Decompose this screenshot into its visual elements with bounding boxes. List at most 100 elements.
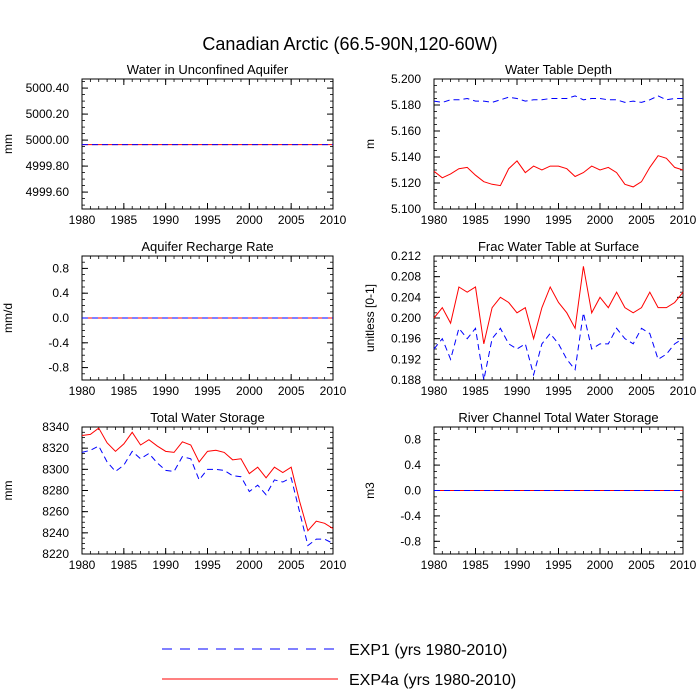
y-tick-label: 5.180 (391, 98, 421, 112)
y-tick-label: 5.160 (391, 124, 421, 138)
y-tick-label: 5.140 (391, 150, 421, 164)
y-tick-label: 8260 (42, 505, 69, 519)
x-tick-label: 2010 (320, 213, 347, 227)
chart-panel-frac-water-table-at-surface: Frac Water Table at Surface 1980 1985 1990 1… (363, 239, 697, 398)
x-tick-label: 1985 (462, 558, 489, 572)
y-tick-label: 0.192 (391, 352, 421, 366)
y-axis-label: mm (1, 134, 15, 154)
x-tick-label: 1980 (69, 384, 96, 398)
y-tick-label: 8280 (42, 484, 69, 498)
x-tick-label: 2010 (670, 213, 697, 227)
legend-label-exp1: EXP1 (yrs 1980-2010) (349, 642, 507, 659)
x-tick-label: 1995 (545, 213, 572, 227)
panel-title: Aquifer Recharge Rate (141, 239, 273, 254)
y-tick-label: 5.100 (391, 202, 421, 216)
x-tick-label: 1995 (545, 558, 572, 572)
y-tick-label: 0.4 (52, 286, 69, 300)
x-tick-label: 1990 (504, 558, 531, 572)
x-tick-label: 1990 (152, 384, 179, 398)
x-tick-label: 1995 (194, 558, 221, 572)
chart-panel-aquifer-recharge-rate: Aquifer Recharge Rate 1980 1985 1990 1995 200… (1, 239, 347, 398)
y-tick-label: 0.0 (52, 311, 69, 325)
y-tick-label: 5.200 (391, 72, 421, 86)
x-tick-label: 1980 (69, 213, 96, 227)
chart-panel-water-table-depth: Water Table Depth 1980 1985 1990 1995 2000 200… (363, 62, 697, 227)
x-tick-label: 2000 (587, 384, 614, 398)
x-tick-label: 2000 (587, 558, 614, 572)
y-tick-label: -0.4 (48, 336, 69, 350)
y-tick-label: 0.204 (391, 290, 421, 304)
x-tick-label: 2005 (278, 558, 305, 572)
y-tick-label: 8220 (42, 547, 69, 561)
y-tick-label: 0.188 (391, 373, 421, 387)
series-line-exp1 (81, 445, 334, 547)
legend: EXP1 (yrs 1980-2010) EXP4a (yrs 1980-201… (162, 642, 516, 689)
y-tick-label: -0.4 (400, 509, 421, 523)
x-tick-label: 1990 (504, 384, 531, 398)
x-tick-label: 1995 (194, 384, 221, 398)
y-tick-label: 8240 (42, 526, 69, 540)
x-tick-label: 2005 (628, 213, 655, 227)
series-line-exp4a (433, 155, 684, 188)
series-line-exp4a (433, 266, 684, 344)
panel-title: Water in Unconfined Aquifer (127, 62, 289, 77)
series-line-exp4a (81, 427, 334, 532)
y-axis-label: unitless [0-1] (363, 284, 377, 352)
x-tick-label: 2010 (320, 384, 347, 398)
y-tick-label: 5000.40 (26, 81, 70, 95)
legend-label-exp4a: EXP4a (yrs 1980-2010) (349, 672, 516, 689)
x-tick-label: 2000 (587, 213, 614, 227)
chart-panel-total-water-storage: Total Water Storage 1980 1985 1990 1995 2000 2… (1, 410, 347, 572)
x-tick-label: 2005 (278, 213, 305, 227)
panel-title: Total Water Storage (150, 410, 264, 425)
x-tick-label: 2005 (628, 384, 655, 398)
x-tick-label: 2000 (236, 384, 263, 398)
x-tick-label: 1980 (421, 384, 448, 398)
x-tick-label: 1985 (110, 384, 137, 398)
x-tick-label: 2010 (670, 558, 697, 572)
plot-frame (81, 426, 334, 555)
x-tick-label: 1995 (194, 213, 221, 227)
x-tick-label: 1985 (462, 384, 489, 398)
figure-title: Canadian Arctic (66.5-90N,120-60W) (202, 34, 497, 54)
y-tick-label: -0.8 (48, 361, 69, 375)
series-line-exp1 (433, 95, 683, 103)
y-axis-label: m (363, 139, 377, 149)
y-tick-label: 0.208 (391, 270, 421, 284)
x-tick-label: 1990 (152, 213, 179, 227)
x-tick-label: 2005 (278, 384, 305, 398)
plot-frame (433, 78, 684, 210)
x-tick-label: 1980 (421, 213, 448, 227)
x-tick-label: 2005 (628, 558, 655, 572)
y-tick-label: 5.120 (391, 176, 421, 190)
chart-panel-river-channel-total-water-storage: River Channel Total Water Storage 1980 198… (363, 410, 697, 572)
y-axis-label: m3 (363, 482, 377, 499)
panel-title: River Channel Total Water Storage (458, 410, 658, 425)
y-tick-label: 5000.20 (26, 107, 70, 121)
y-tick-label: 8340 (42, 420, 69, 434)
chart-panel-water-in-unconfined-aquifer: Water in Unconfined Aquifer 1980 1985 1990 1… (1, 62, 347, 227)
x-tick-label: 1995 (545, 384, 572, 398)
x-tick-label: 1985 (462, 213, 489, 227)
y-tick-label: 0.200 (391, 311, 421, 325)
y-tick-label: 5000.00 (26, 133, 70, 147)
panel-title: Water Table Depth (505, 62, 612, 77)
x-tick-label: 2010 (670, 384, 697, 398)
x-tick-label: 1985 (110, 213, 137, 227)
y-tick-label: 4999.80 (26, 159, 70, 173)
x-tick-label: 1990 (504, 213, 531, 227)
y-tick-label: 4999.60 (26, 185, 70, 199)
y-tick-label: 0.8 (52, 261, 69, 275)
plot-frame (433, 255, 684, 381)
x-tick-label: 2010 (320, 558, 347, 572)
y-axis-label: mm (1, 481, 15, 501)
y-tick-label: 0.4 (404, 458, 421, 472)
x-tick-label: 1980 (69, 558, 96, 572)
x-tick-label: 1980 (421, 558, 448, 572)
x-tick-label: 2000 (236, 213, 263, 227)
y-tick-label: -0.8 (400, 534, 421, 548)
panel-title: Frac Water Table at Surface (478, 239, 639, 254)
plot-frame (81, 78, 334, 210)
y-tick-label: 8320 (42, 441, 69, 455)
